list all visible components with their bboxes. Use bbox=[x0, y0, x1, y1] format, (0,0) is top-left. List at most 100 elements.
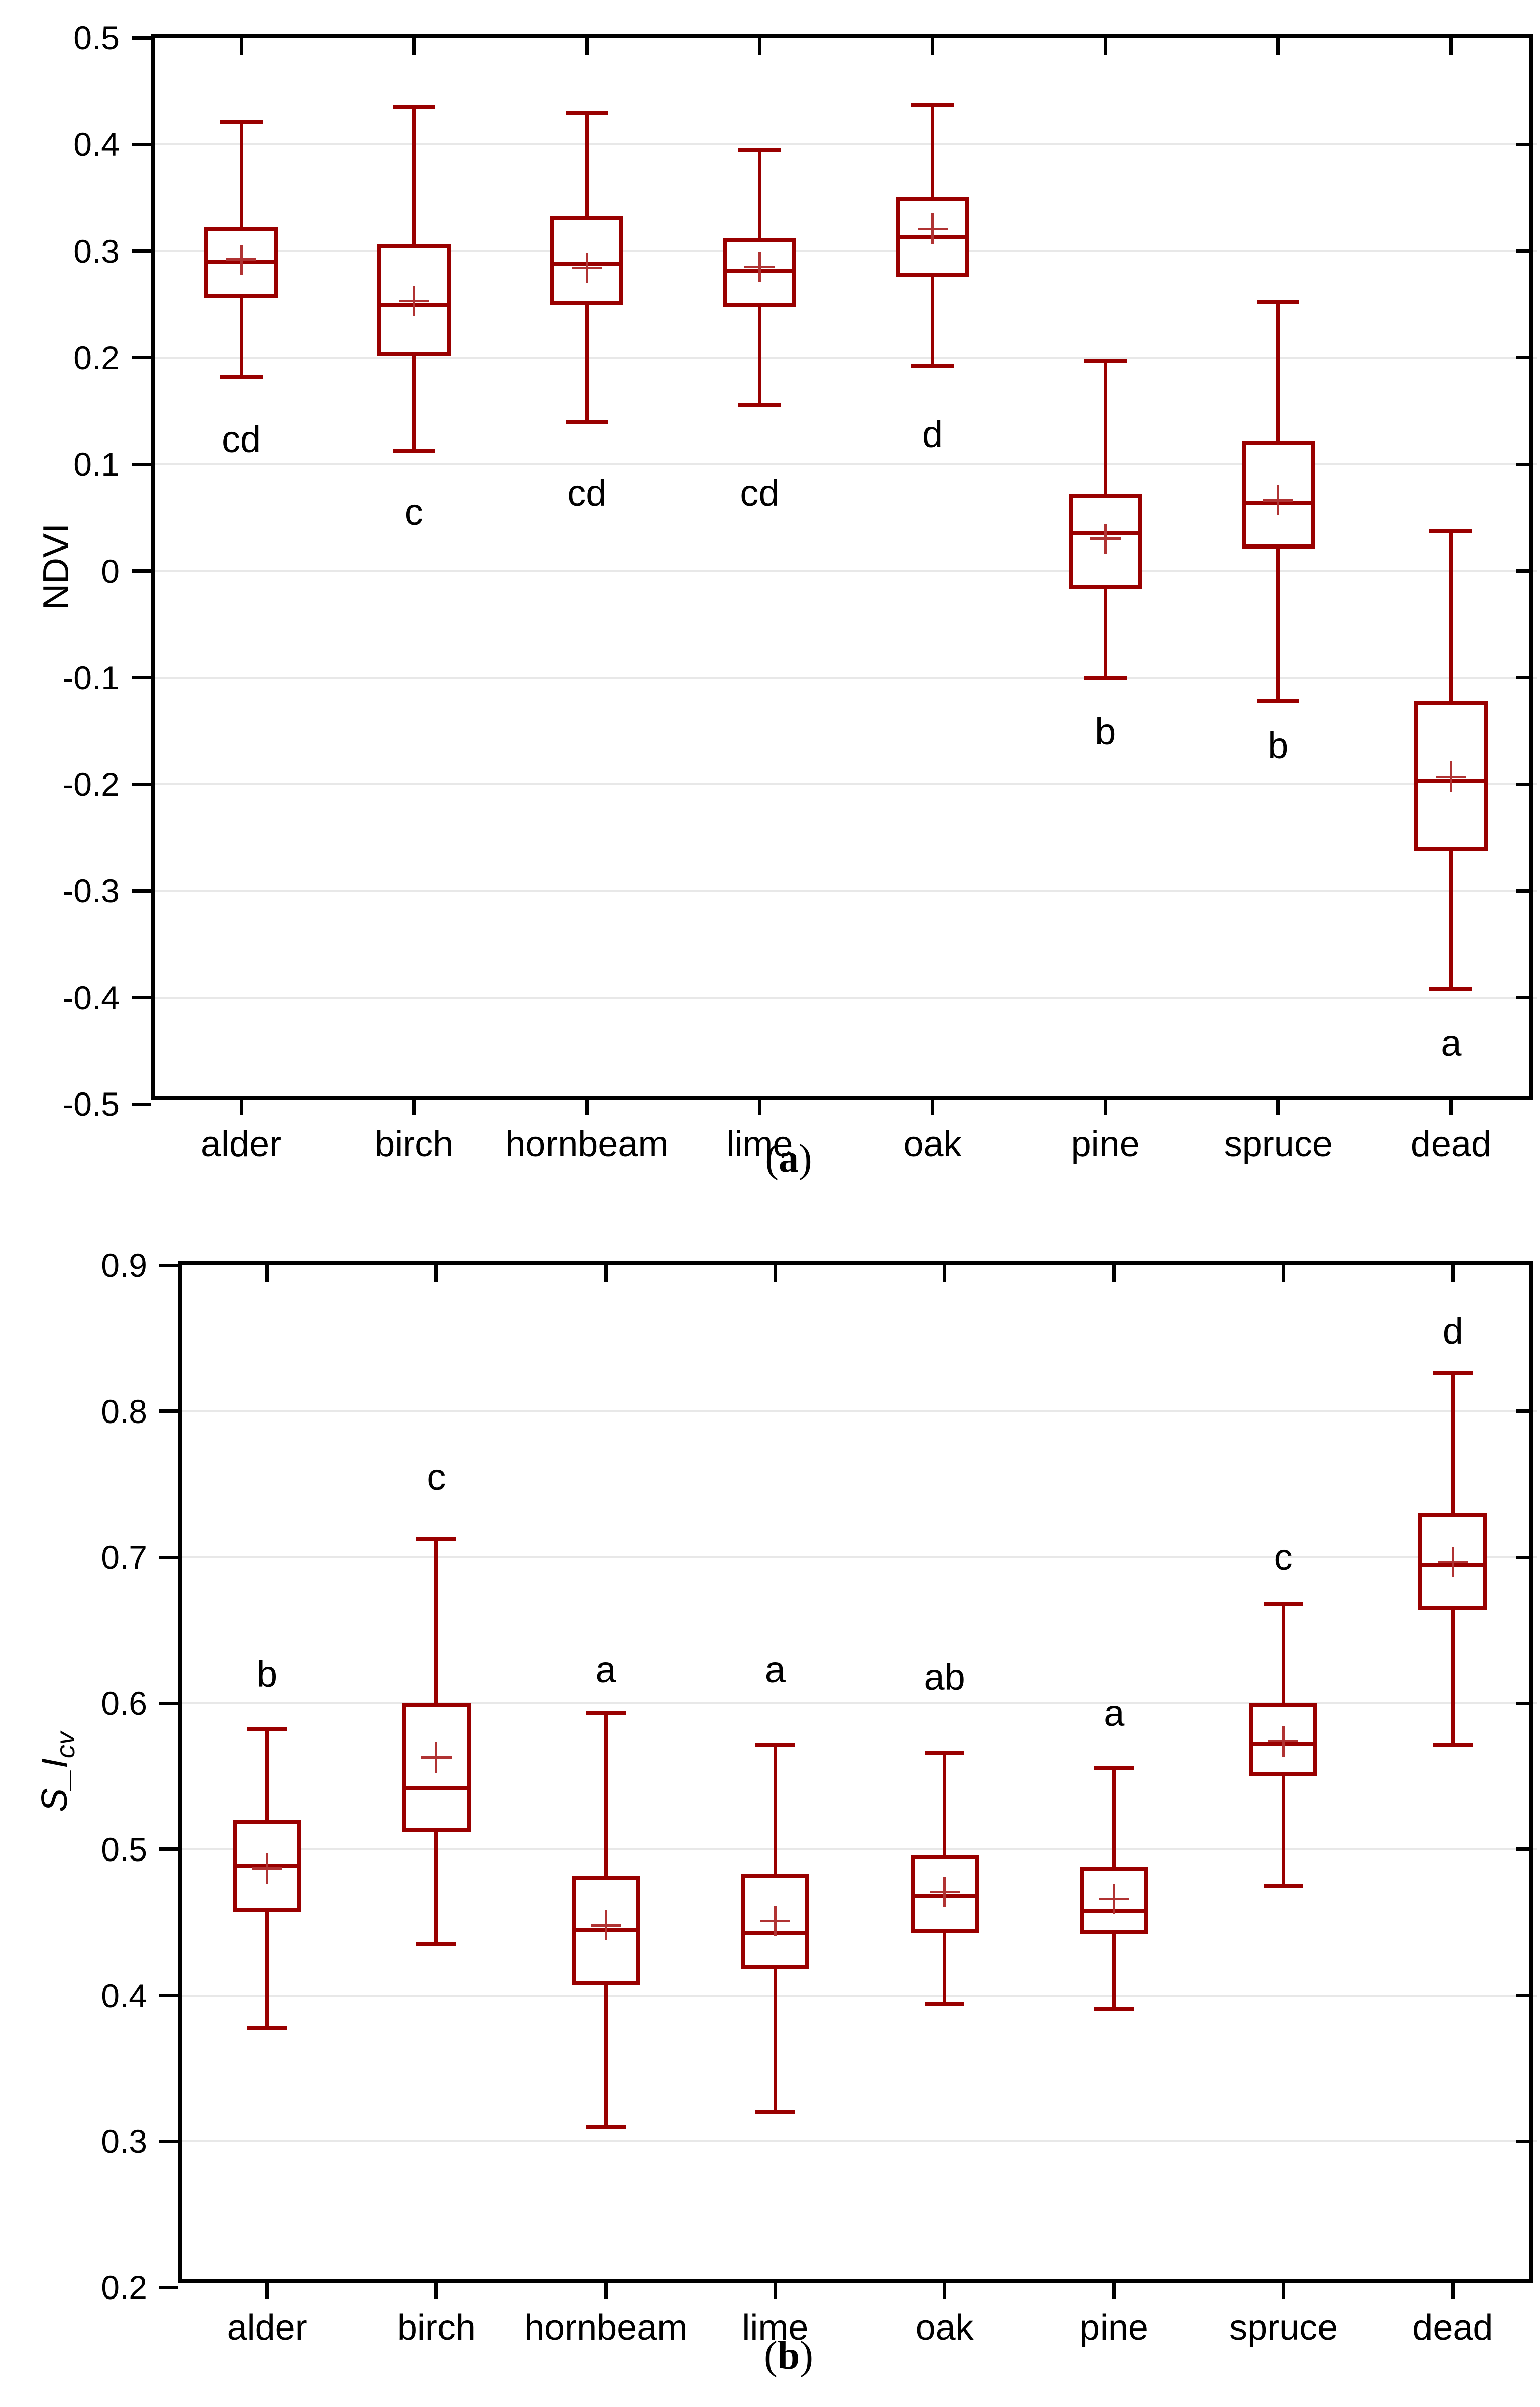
bottom-axis-tick bbox=[1281, 2283, 1285, 2299]
significance-letter: d bbox=[1442, 1309, 1463, 1352]
x-category-label: hornbeam bbox=[505, 1124, 669, 1164]
gridline bbox=[155, 143, 1537, 146]
mean-marker-vertical bbox=[604, 1910, 607, 1941]
bottom-axis-tick bbox=[239, 1100, 243, 1115]
whisker-cap-top bbox=[219, 120, 263, 124]
caption-b-close-paren: ) bbox=[800, 2334, 813, 2378]
top-axis-tick bbox=[265, 1265, 269, 1282]
bottom-axis-tick bbox=[757, 1100, 761, 1115]
gridline bbox=[155, 356, 1537, 359]
mean-marker-vertical bbox=[758, 252, 761, 282]
y-axis-tick bbox=[159, 1555, 178, 1559]
right-axis-tick bbox=[1516, 782, 1533, 786]
x-category-label: oak bbox=[903, 1124, 962, 1164]
significance-letter: ab bbox=[924, 1656, 965, 1698]
y-tick-label: 0 bbox=[101, 552, 120, 590]
top-axis-tick bbox=[1449, 38, 1453, 55]
significance-letter: b bbox=[1095, 711, 1116, 753]
whisker-cap-bottom bbox=[1094, 2006, 1134, 2011]
caption-a-letter: a bbox=[779, 1137, 799, 1181]
gridline bbox=[155, 570, 1537, 572]
gridline bbox=[155, 676, 1537, 679]
y-tick-label: -0.5 bbox=[62, 1085, 120, 1123]
whisker-cap-bottom bbox=[755, 2110, 795, 2115]
whisker-cap-top bbox=[392, 104, 435, 109]
gridline bbox=[155, 250, 1537, 252]
bottom-axis-tick bbox=[434, 2283, 438, 2299]
mean-marker-vertical bbox=[774, 1906, 777, 1936]
bottom-axis-tick bbox=[943, 2283, 947, 2299]
x-category-label: dead bbox=[1412, 2308, 1493, 2348]
significance-letter: d bbox=[922, 413, 943, 455]
top-axis-tick bbox=[1451, 1265, 1455, 1282]
top-axis-tick bbox=[943, 1265, 947, 1282]
y-tick-label: 0.2 bbox=[101, 2269, 147, 2306]
whisker-cap-top bbox=[1433, 1371, 1473, 1376]
mean-marker-vertical bbox=[435, 1742, 438, 1773]
y-axis-label-b-subscript: cv bbox=[51, 1731, 81, 1758]
y-axis-tick bbox=[132, 996, 151, 1000]
whisker-cap-bottom bbox=[911, 364, 954, 368]
significance-letter: c bbox=[1274, 1536, 1293, 1578]
mean-marker-vertical bbox=[1104, 523, 1107, 554]
significance-letter: c bbox=[404, 491, 423, 533]
whisker-cap-bottom bbox=[1433, 1743, 1473, 1748]
mean-marker-vertical bbox=[412, 286, 415, 316]
y-axis-tick bbox=[132, 782, 151, 786]
right-axis-tick bbox=[1516, 996, 1533, 1000]
top-axis-tick bbox=[931, 38, 935, 55]
significance-letter: cd bbox=[740, 472, 780, 514]
whisker-cap-bottom bbox=[392, 448, 435, 453]
y-axis-tick bbox=[132, 889, 151, 893]
panel-b-caption: (b) bbox=[19, 2335, 1540, 2377]
whisker-cap-bottom bbox=[247, 2025, 287, 2030]
y-axis-tick bbox=[132, 36, 151, 40]
significance-letter: b bbox=[257, 1653, 278, 1695]
median-line bbox=[402, 1786, 471, 1790]
gridline bbox=[182, 2140, 1537, 2143]
caption-b-open-paren: ( bbox=[764, 2334, 778, 2378]
top-axis-tick bbox=[757, 38, 761, 55]
x-category-label: alder bbox=[227, 2308, 307, 2348]
mean-marker-vertical bbox=[1277, 485, 1280, 516]
whisker-cap-bottom bbox=[586, 2125, 626, 2129]
gridline bbox=[182, 1556, 1537, 1559]
y-tick-label: 0.5 bbox=[73, 19, 120, 56]
y-tick-label: 0.5 bbox=[101, 1830, 147, 1868]
top-axis-tick bbox=[1276, 38, 1280, 55]
y-axis-tick bbox=[159, 2285, 178, 2289]
mean-marker-vertical bbox=[931, 213, 934, 244]
whisker-cap-bottom bbox=[1429, 987, 1473, 991]
x-category-label: pine bbox=[1079, 2308, 1148, 2348]
bottom-axis-tick bbox=[931, 1100, 935, 1115]
right-axis-tick bbox=[1516, 356, 1533, 360]
y-axis-tick bbox=[159, 1263, 178, 1267]
significance-letter: b bbox=[1268, 724, 1289, 767]
whisker-cap-bottom bbox=[1084, 675, 1127, 680]
gridline bbox=[182, 1994, 1537, 1997]
whisker-cap-bottom bbox=[219, 375, 263, 379]
x-category-label: alder bbox=[201, 1124, 282, 1164]
whisker-cap-top bbox=[925, 1750, 965, 1755]
gridline bbox=[155, 463, 1537, 466]
whisker-cap-bottom bbox=[1257, 699, 1300, 703]
mean-marker-vertical bbox=[1282, 1726, 1285, 1757]
y-tick-label: 0.2 bbox=[73, 339, 120, 376]
bottom-axis-tick bbox=[604, 2283, 608, 2299]
right-axis-tick bbox=[1516, 1409, 1533, 1413]
right-axis-tick bbox=[1516, 462, 1533, 466]
gridline bbox=[182, 1410, 1537, 1412]
significance-letter: c bbox=[427, 1456, 446, 1498]
y-tick-label: 0.3 bbox=[73, 232, 120, 270]
mean-marker-vertical bbox=[266, 1853, 269, 1884]
mean-marker-vertical bbox=[1451, 1547, 1454, 1577]
right-axis-tick bbox=[1516, 2139, 1533, 2143]
bottom-axis-tick bbox=[773, 2283, 777, 2299]
bottom-axis-tick bbox=[1449, 1100, 1453, 1115]
top-axis-tick bbox=[1281, 1265, 1285, 1282]
panel-a-plot-area: 0.5 0.4 0.3 0.2 0.1 0 -0.1 -0.2 -0.3 -0.4 -0.5 alde… bbox=[62, 20, 1537, 1163]
bottom-axis-tick bbox=[1276, 1100, 1280, 1115]
mean-marker-vertical bbox=[240, 244, 243, 275]
whisker-cap-bottom bbox=[925, 2002, 965, 2006]
